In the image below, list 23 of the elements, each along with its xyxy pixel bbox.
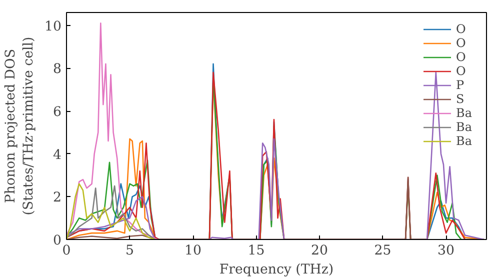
legend-label: O [456,50,467,64]
legend-label: Ba [456,106,473,120]
legend-label: O [456,64,467,78]
y-tick-label: 0 [53,234,62,248]
y-tick-label: 2 [53,190,62,206]
legend-label: Ba [456,120,473,134]
legend-label: Ba [456,134,473,148]
x-tick-label: 5 [126,244,134,258]
x-tick-label: 15 [248,244,265,258]
y-axis-title: Phonon projected DOS (States/THz·primitive cell) [4,36,37,216]
legend-label: O [456,36,467,50]
legend-label: O [456,22,467,36]
x-tick-label: 25 [374,244,392,258]
x-tick-label: 10 [184,244,202,258]
y-tick-label: 10 [44,19,62,34]
x-tick-label: 20 [311,244,328,258]
x-axis-title: Frequency (THz) [219,262,334,278]
y-tick-label: 6 [53,105,62,120]
y-tick-label: 8 [53,62,62,78]
legend-label: S [456,92,466,106]
y-tick-label: 4 [53,148,62,163]
legend-label: P [456,78,466,92]
x-tick-label: 30 [438,244,455,258]
